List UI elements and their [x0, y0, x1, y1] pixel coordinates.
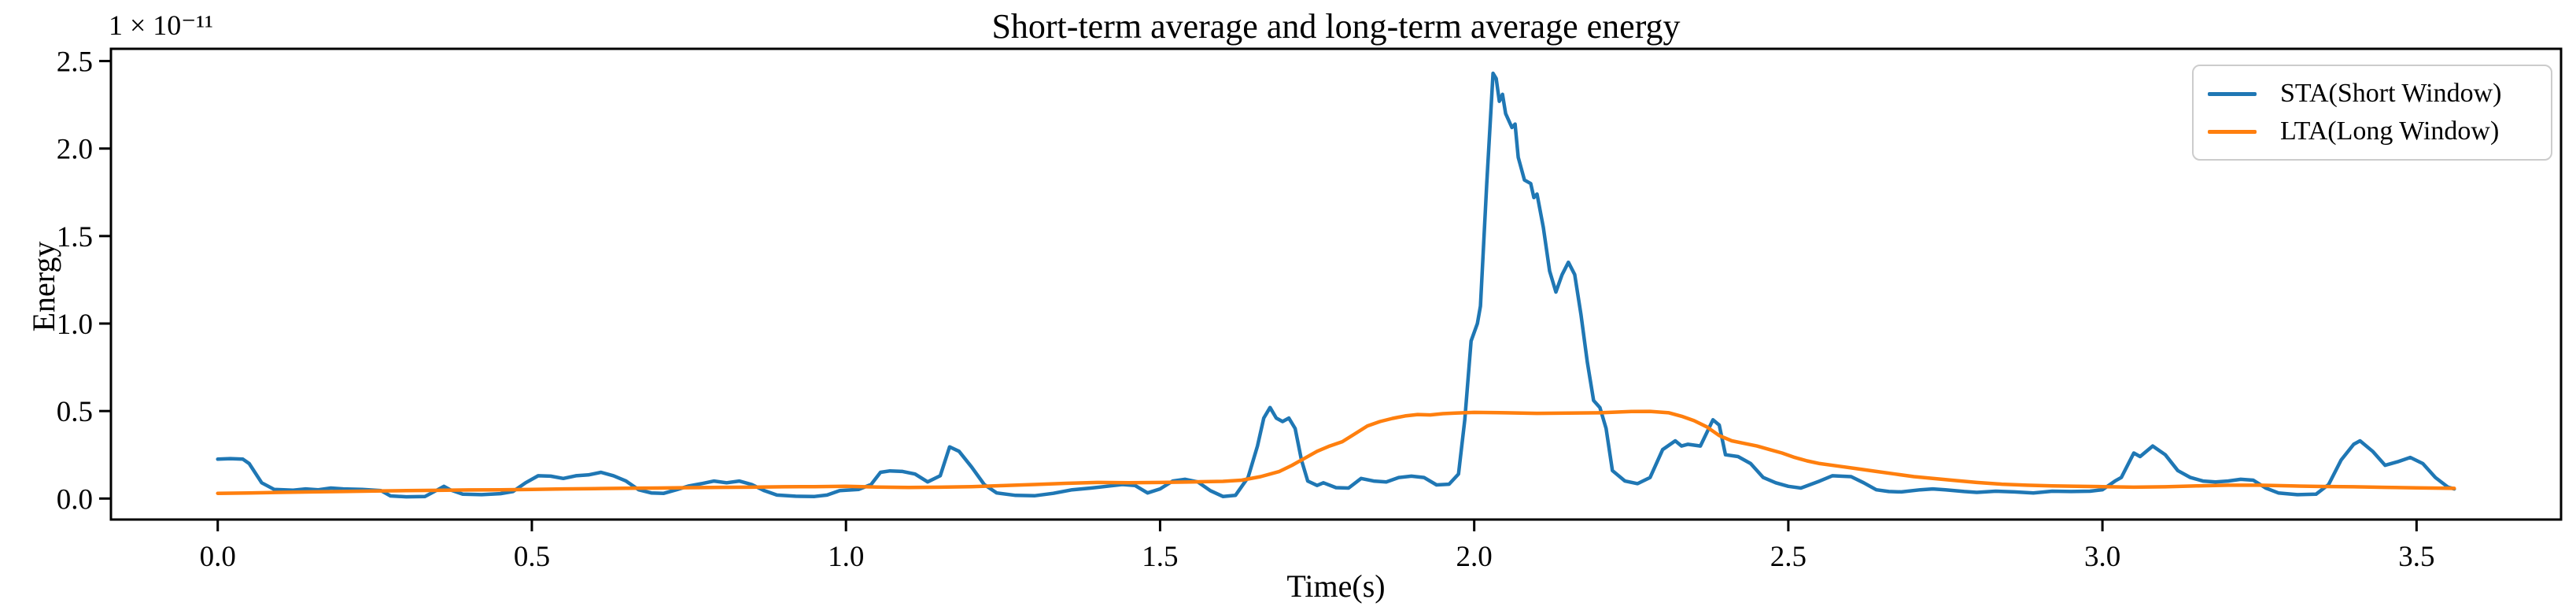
legend-item-sta: STA(Short Window): [2208, 79, 2551, 109]
y-tick-label: 0.0: [57, 483, 93, 516]
sta-series-line: [216, 71, 2456, 499]
chart-title: Short-term average and long-term average…: [991, 7, 1681, 46]
x-tick-label: 1.5: [1142, 541, 1178, 573]
y-tick-label: 2.5: [57, 46, 93, 79]
y-tick-label: 1.0: [57, 309, 93, 341]
legend-item-lta: LTA(Long Window): [2208, 117, 2551, 146]
legend: STA(Short Window) LTA(Long Window): [2192, 65, 2552, 161]
legend-label-sta: STA(Short Window): [2280, 79, 2502, 108]
y-tick-label: 2.0: [57, 134, 93, 166]
x-tick-label: 3.5: [2398, 541, 2434, 573]
x-tick-label: 3.0: [2084, 541, 2120, 573]
y-axis-offset-text: 1 × 10⁻¹¹: [109, 9, 213, 41]
y-axis-label: Energy: [26, 241, 61, 332]
y-tick-label: 0.5: [57, 396, 93, 428]
sta-line-sample: [2208, 91, 2257, 96]
lta-line-sample: [2208, 129, 2257, 134]
x-tick-label: 1.0: [828, 541, 864, 573]
x-tick-label: 2.0: [1456, 541, 1493, 573]
series-layer: [216, 71, 2456, 499]
legend-label-lta: LTA(Long Window): [2280, 117, 2500, 146]
x-tick-label: 2.5: [1770, 541, 1807, 573]
x-tick-label: 0.5: [514, 541, 550, 573]
y-tick-label: 1.5: [57, 221, 93, 253]
x-tick-label: 0.0: [200, 541, 236, 573]
lta-series-line: [216, 409, 2456, 495]
plot-border: [109, 47, 2563, 521]
x-axis-label: Time(s): [1286, 568, 1386, 604]
axes-layer: 0.0 0.5 1.0 1.5 2.0 2.5 3.0 3.5 0.0 0.5 1.0 1.5 2.0 2…: [57, 46, 2563, 573]
